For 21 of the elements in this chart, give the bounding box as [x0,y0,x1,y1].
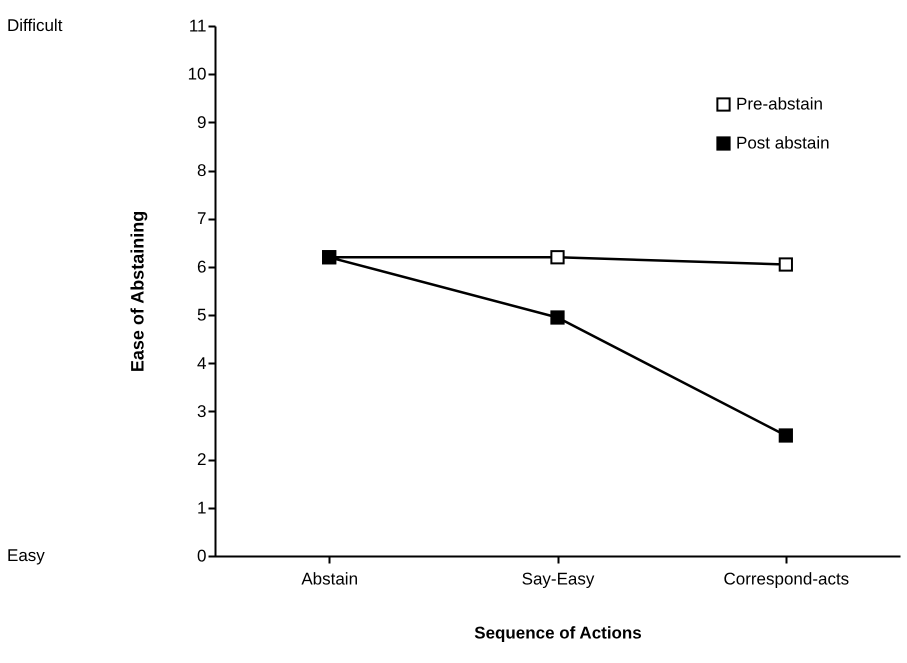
y-tick-label: 7 [197,209,206,228]
y-tick-label: 8 [197,161,206,180]
y-tick-label: 11 [188,16,206,36]
y-tick-label: 5 [197,306,206,325]
y-tick-label: 0 [197,546,206,566]
y-tick-label: 9 [197,112,206,132]
text: Easy [7,546,46,565]
y-tick-label: 3 [197,402,206,421]
x-tick-label: Say-Easy [522,570,595,588]
y-tick-label: 2 [197,450,206,470]
y-tick-label: 10 [188,64,206,84]
legend-label: Post abstain [736,134,830,152]
y-axis-title: Ease of Abstaining [128,210,148,372]
y-tick-label: 1 [197,498,206,518]
x-tick-label: Abstain [301,570,358,588]
y-tick-label: 4 [197,354,206,373]
y-tick-label: 6 [197,257,206,276]
x-axis-title: Sequence of Actions [474,624,642,642]
text: Difficult [7,16,63,35]
legend-label: Pre-abstain [736,94,823,114]
x-tick-label: Correspond-acts [723,570,850,588]
